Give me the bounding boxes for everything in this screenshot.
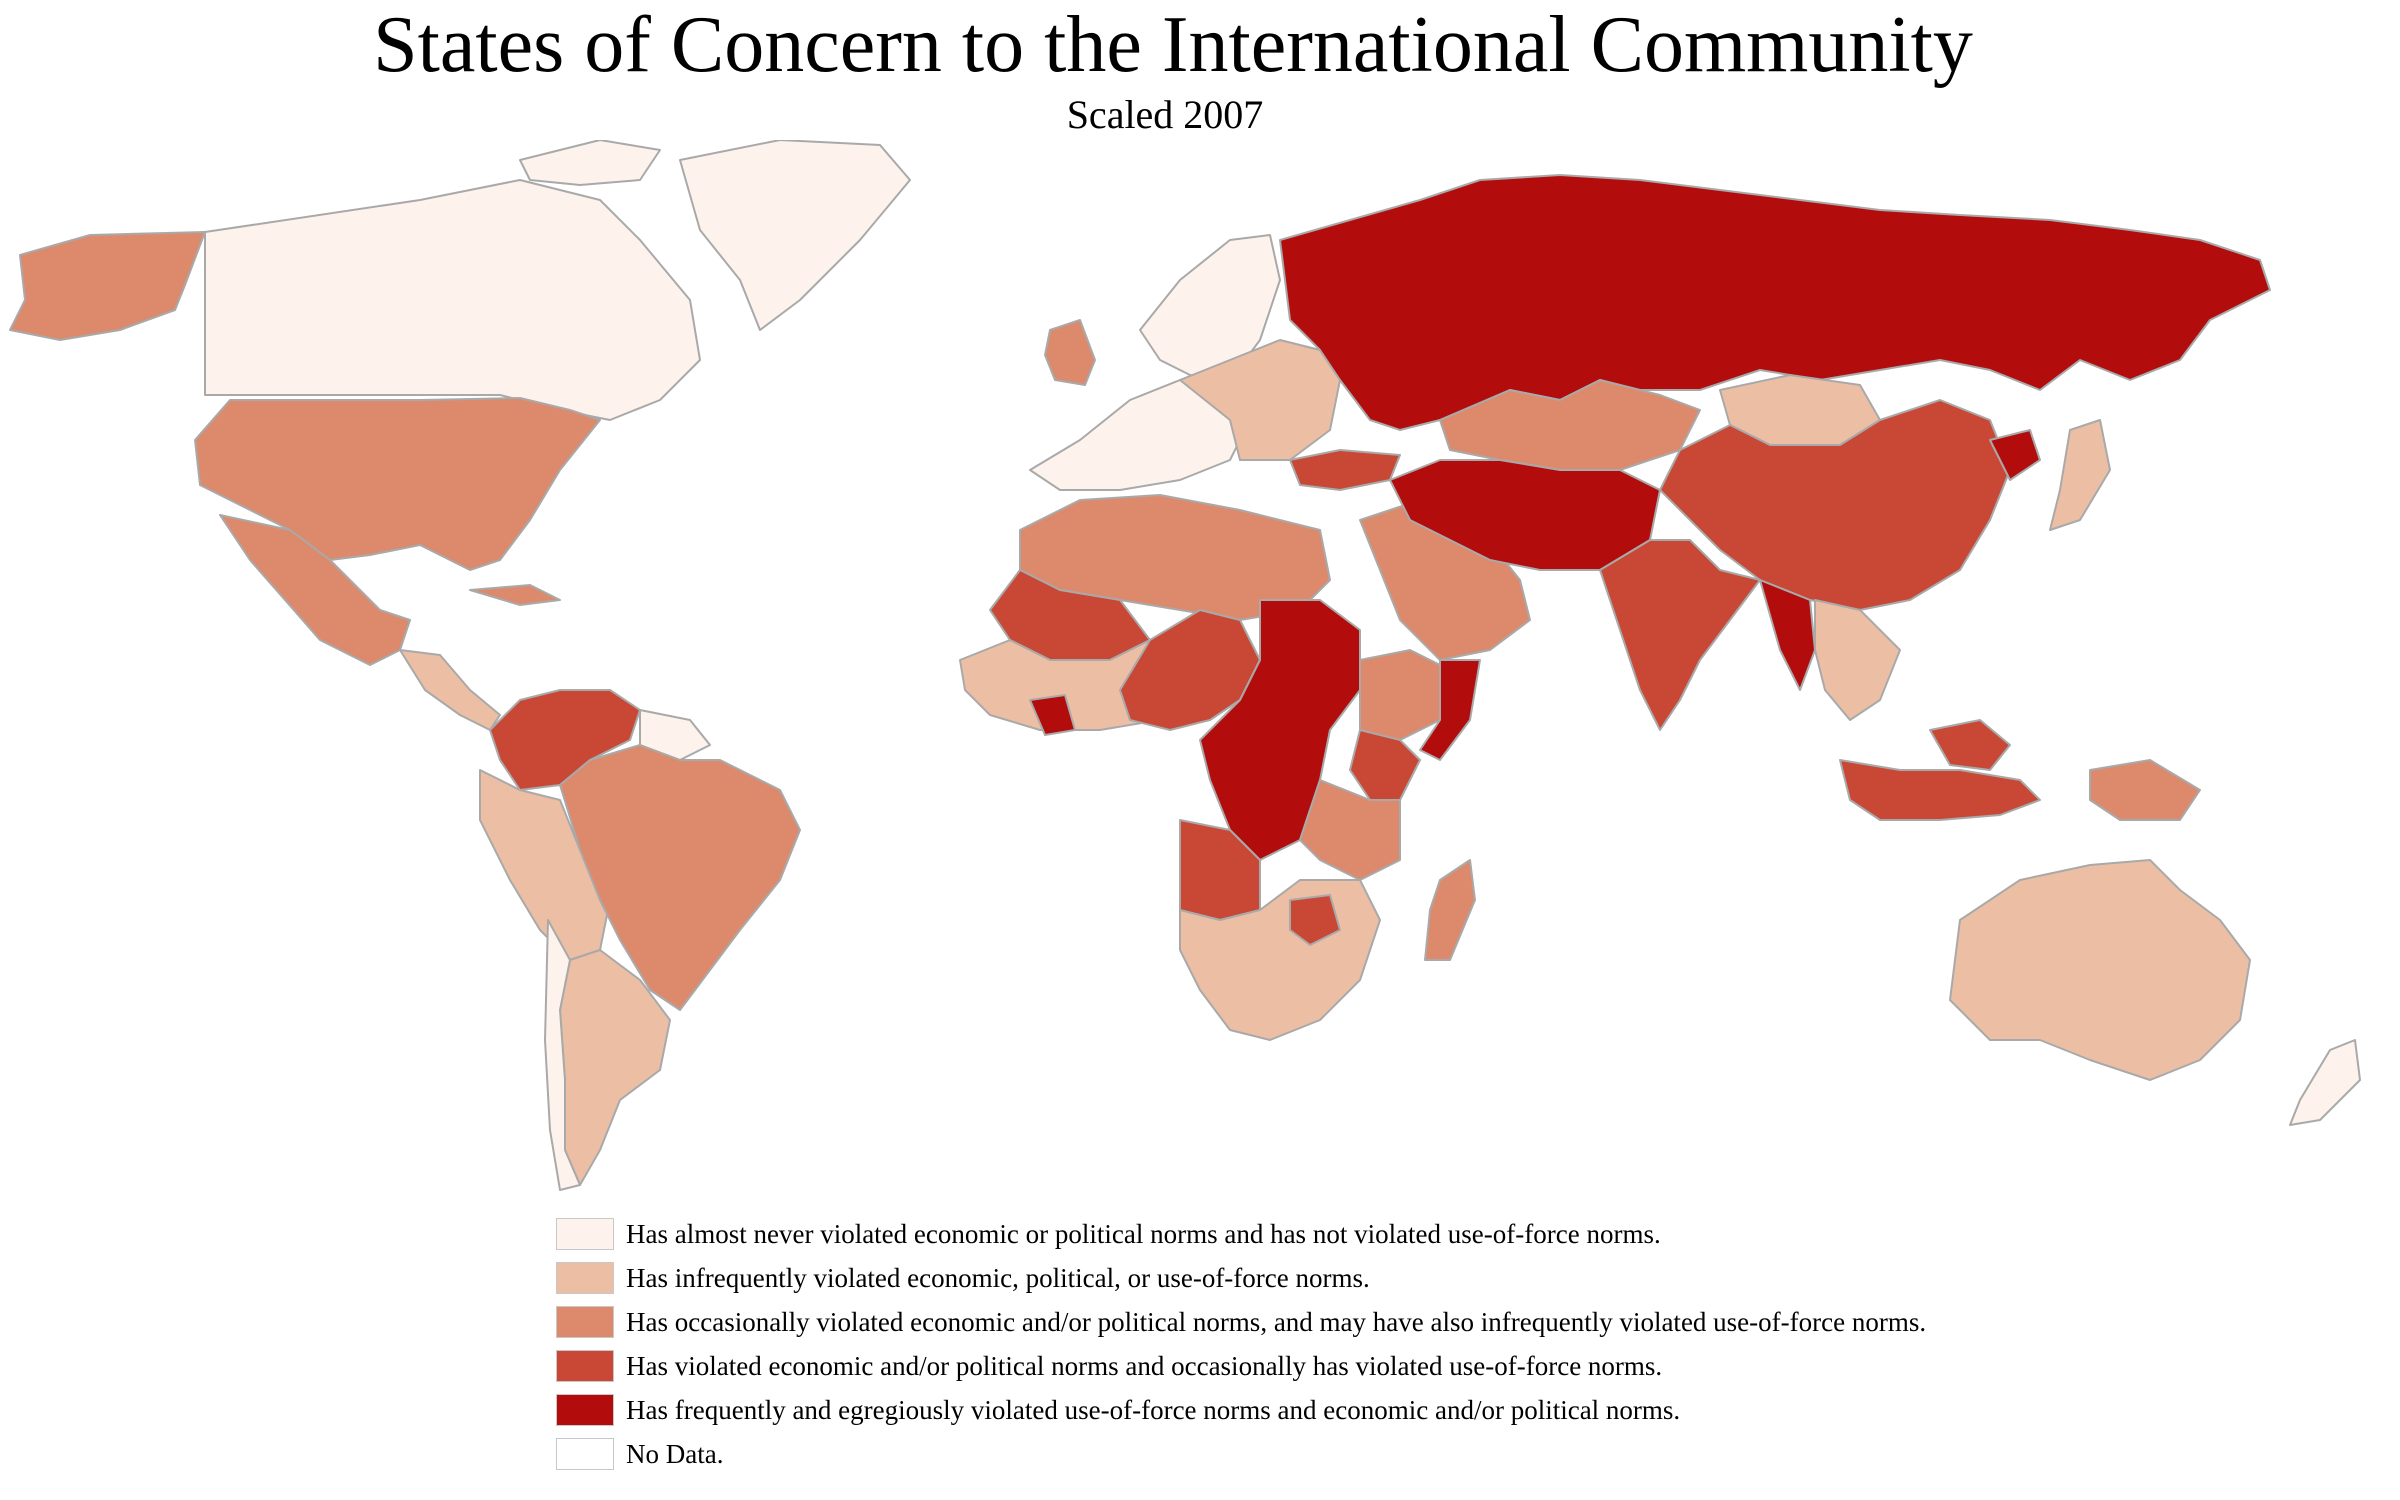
region-cote-divoire[interactable]: [1029, 694, 1076, 736]
region-southeast-asia[interactable]: [1814, 599, 1901, 721]
region-tanzania[interactable]: [1299, 779, 1401, 881]
legend-item-level4: Has violated economic and/or political n…: [556, 1346, 1662, 1386]
region-zimbabwe[interactable]: [1289, 894, 1341, 946]
legend-item-nodata: No Data.: [556, 1434, 723, 1474]
region-guianas[interactable]: [639, 709, 711, 761]
region-usa[interactable]: [194, 397, 601, 571]
region-greenland[interactable]: [679, 140, 911, 331]
region-australia[interactable]: [1949, 859, 2251, 1081]
region-alaska[interactable]: [9, 231, 206, 341]
region-india[interactable]: [1599, 539, 1761, 731]
region-china[interactable]: [1659, 399, 2011, 611]
legend-label: No Data.: [626, 1438, 724, 1469]
legend-label: Has frequently and egregiously violated …: [626, 1394, 1681, 1425]
region-mexico[interactable]: [219, 514, 411, 666]
region-canada[interactable]: [204, 179, 701, 421]
legend-label: Has occasionally violated economic and/o…: [626, 1306, 1927, 1337]
legend-item-level5: Has frequently and egregiously violated …: [556, 1390, 1680, 1430]
region-scandinavia[interactable]: [1139, 234, 1281, 381]
region-eastern-europe[interactable]: [1179, 339, 1341, 461]
region-borneo-sulawesi[interactable]: [1929, 719, 2011, 771]
legend-label: Has almost never violated economic or po…: [626, 1218, 1661, 1249]
legend-label: Has violated economic and/or political n…: [626, 1350, 1663, 1381]
region-sudan-congo[interactable]: [1199, 599, 1361, 861]
region-cuba[interactable]: [469, 584, 561, 606]
region-north-korea[interactable]: [1989, 429, 2041, 481]
legend-item-level2: Has infrequently violated economic, poli…: [556, 1258, 1370, 1298]
map-title: States of Concern to the International C…: [373, 1, 1973, 89]
region-myanmar[interactable]: [1759, 579, 1816, 691]
region-uk[interactable]: [1044, 319, 1096, 386]
region-kazakhstan[interactable]: [1439, 379, 1701, 471]
legend-swatch: [556, 1218, 614, 1250]
region-chad-nigeria[interactable]: [1119, 609, 1261, 731]
region-chile[interactable]: [544, 919, 581, 1191]
region-japan[interactable]: [2049, 419, 2111, 531]
region-brazil[interactable]: [559, 744, 801, 1011]
legend-item-level3: Has occasionally violated economic and/o…: [556, 1302, 1926, 1342]
region-new-zealand[interactable]: [2289, 1039, 2361, 1126]
legend-swatch: [556, 1262, 614, 1294]
region-arctic-islands[interactable]: [519, 140, 661, 186]
region-papua[interactable]: [2089, 759, 2201, 821]
legend-swatch: [556, 1350, 614, 1382]
legend-swatch: [556, 1306, 614, 1338]
region-kenya[interactable]: [1349, 729, 1421, 801]
legend-swatch: [556, 1438, 614, 1470]
legend-swatch: [556, 1394, 614, 1426]
region-indonesia[interactable]: [1839, 759, 2041, 821]
region-madagascar[interactable]: [1424, 859, 1476, 961]
region-colombia-venezuela[interactable]: [489, 689, 641, 791]
map-subtitle: Scaled 2007: [1066, 92, 1264, 137]
world-map: [9, 140, 2361, 1191]
legend-label: Has infrequently violated economic, poli…: [626, 1262, 1370, 1293]
region-central-america[interactable]: [399, 649, 501, 731]
region-turkey[interactable]: [1289, 449, 1401, 491]
legend-item-level1: Has almost never violated economic or po…: [556, 1214, 1661, 1254]
region-somalia[interactable]: [1419, 659, 1481, 761]
